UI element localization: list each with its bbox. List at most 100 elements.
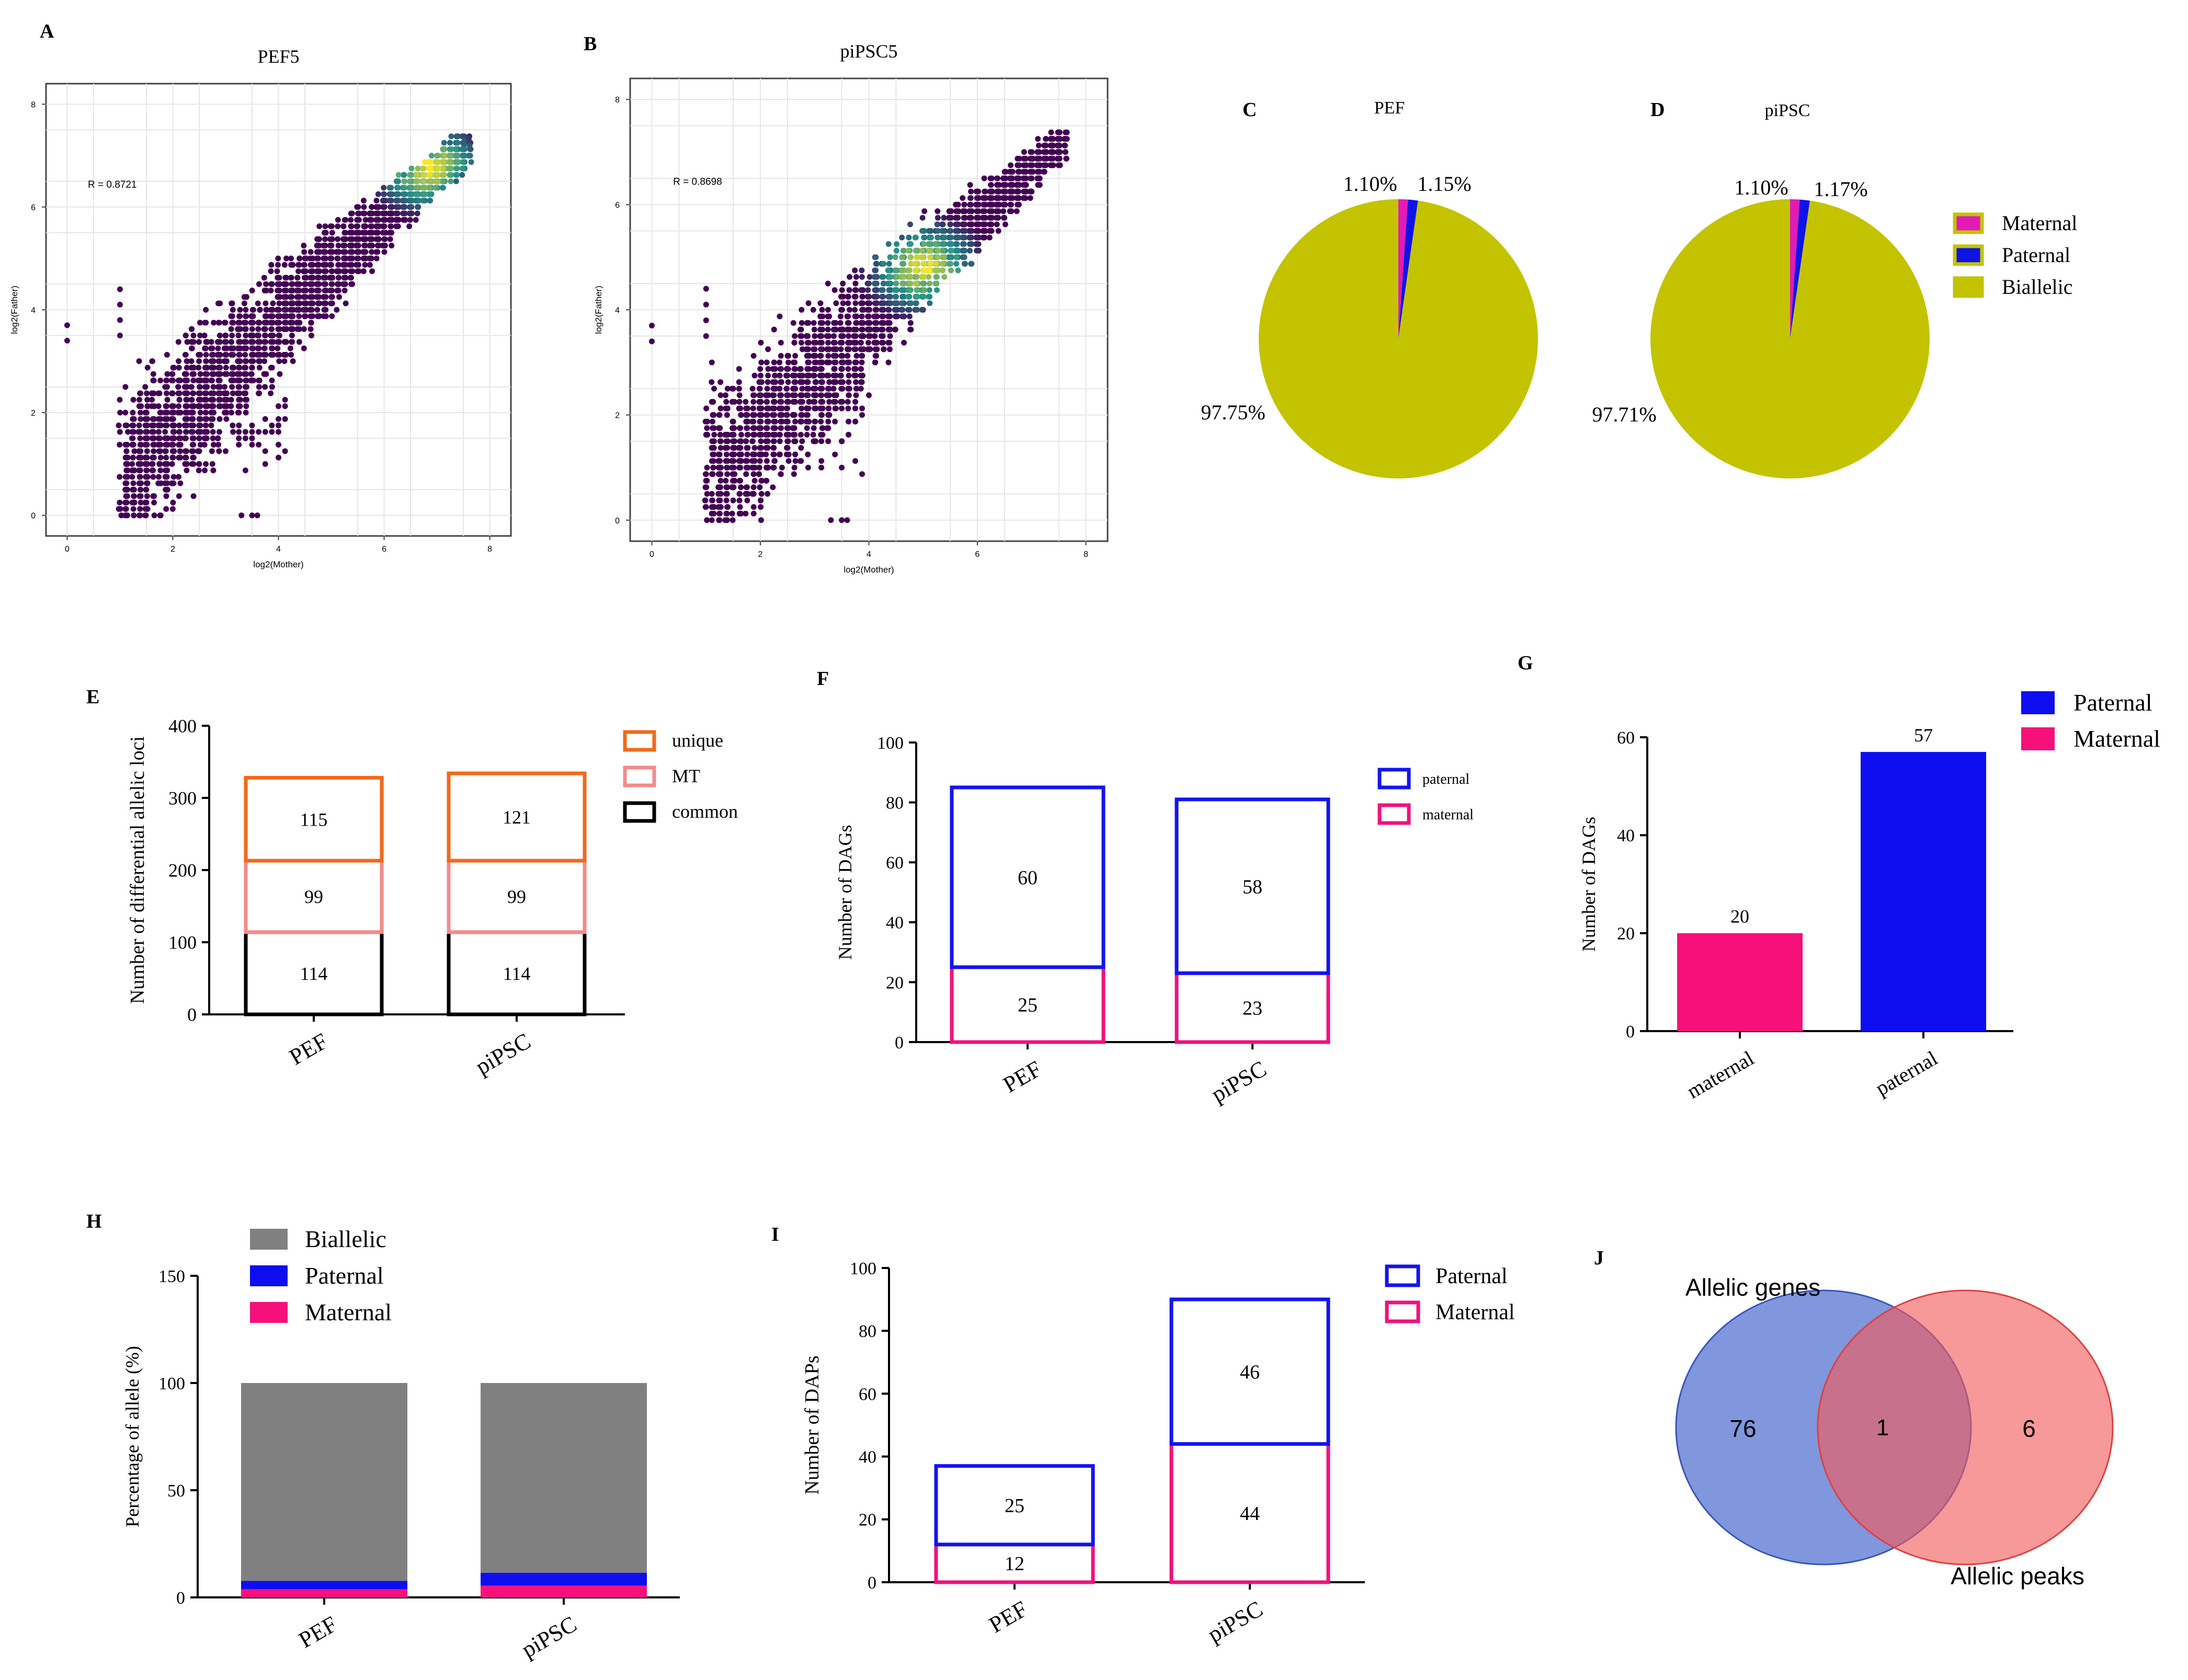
scatter-point bbox=[261, 358, 268, 364]
scatter-point bbox=[190, 454, 197, 461]
scatter-point bbox=[373, 223, 380, 230]
scatter-point bbox=[176, 364, 182, 371]
scatter-point bbox=[327, 261, 334, 268]
scatter-point bbox=[860, 287, 866, 293]
scatter-point bbox=[758, 490, 765, 497]
scatter-point bbox=[771, 451, 777, 458]
scatter-point bbox=[355, 210, 361, 216]
scatter-point bbox=[329, 300, 335, 306]
scatter-point bbox=[819, 425, 826, 431]
scatter-point bbox=[454, 140, 461, 146]
scatter-point bbox=[296, 313, 302, 319]
scatter-point bbox=[731, 484, 737, 490]
scatter-point bbox=[743, 471, 749, 477]
scatter-point bbox=[723, 398, 730, 405]
scatter-point bbox=[853, 392, 859, 398]
scatter-point bbox=[210, 409, 216, 416]
scatter-point bbox=[825, 339, 831, 346]
scatter-point bbox=[730, 438, 736, 444]
scatter-point bbox=[865, 313, 872, 319]
scatter-point bbox=[243, 326, 249, 332]
scatter-point bbox=[144, 416, 151, 422]
scatter-point bbox=[235, 384, 242, 390]
scatter-point bbox=[771, 464, 777, 471]
scatter-point bbox=[1002, 169, 1008, 175]
scatter-point bbox=[242, 339, 248, 345]
scatter-point bbox=[851, 333, 857, 339]
scatter-point bbox=[322, 281, 328, 287]
scatter-point bbox=[1063, 129, 1069, 135]
scatter-point bbox=[757, 451, 763, 458]
scatter-point bbox=[222, 403, 229, 409]
scatter-point bbox=[354, 236, 360, 242]
scatter-point bbox=[831, 339, 837, 346]
scatter-point bbox=[123, 499, 129, 506]
panel-letter-i: I bbox=[771, 1224, 779, 1245]
scatter-point bbox=[236, 403, 242, 409]
scatter-point bbox=[1036, 162, 1042, 168]
scatter-point bbox=[170, 364, 177, 371]
scatter-point bbox=[872, 339, 878, 346]
scatter-point bbox=[393, 178, 400, 185]
scatter-point bbox=[784, 425, 790, 431]
scatter-point bbox=[283, 313, 289, 319]
scatter-point bbox=[736, 497, 743, 504]
scatter-point bbox=[805, 346, 811, 352]
scatter-point bbox=[805, 320, 812, 326]
scatter-point bbox=[1035, 149, 1042, 155]
scatter-point bbox=[347, 275, 354, 281]
scatter-point bbox=[744, 464, 750, 471]
scatter-point bbox=[408, 204, 415, 210]
scatter-point bbox=[151, 499, 157, 506]
scatter-point bbox=[995, 228, 1001, 234]
scatter-point bbox=[209, 364, 215, 371]
scatter-point bbox=[1062, 142, 1068, 148]
scatter-point bbox=[188, 326, 195, 332]
scatter-point bbox=[825, 320, 831, 326]
scatter-point bbox=[763, 359, 770, 365]
scatter-point bbox=[289, 339, 295, 345]
scatter-point bbox=[151, 454, 157, 461]
scatter-point bbox=[117, 442, 123, 448]
scatter-point bbox=[731, 425, 737, 431]
scatter-point bbox=[1000, 208, 1007, 214]
scatter-point bbox=[169, 435, 176, 441]
scatter-point bbox=[289, 333, 295, 339]
scatter-point bbox=[388, 223, 394, 230]
scatter-point bbox=[256, 384, 262, 390]
scatter-point bbox=[758, 418, 764, 425]
scatter-point bbox=[136, 422, 142, 429]
scatter-point bbox=[839, 405, 845, 412]
scatter-point bbox=[811, 372, 817, 379]
scatter-point bbox=[1008, 175, 1015, 181]
scatter-point bbox=[216, 429, 222, 435]
scatter-point bbox=[415, 165, 421, 172]
scatter-point bbox=[1008, 182, 1014, 188]
scatter-point bbox=[935, 215, 941, 221]
panel-letter-a: A bbox=[40, 20, 54, 42]
scatter-point bbox=[256, 364, 263, 371]
scatter-point bbox=[819, 313, 826, 319]
scatter-point bbox=[362, 216, 369, 223]
scatter-point bbox=[335, 236, 341, 242]
scatter-point bbox=[982, 215, 988, 221]
scatter-point bbox=[729, 510, 735, 517]
scatter-point bbox=[783, 451, 790, 458]
scatter-point bbox=[468, 159, 474, 165]
scatter-point bbox=[1001, 175, 1008, 181]
scatter-point bbox=[348, 223, 354, 230]
scatter-point bbox=[1002, 188, 1009, 195]
scatter-point bbox=[321, 275, 327, 281]
scatter-point bbox=[703, 405, 710, 412]
scatter-point bbox=[116, 506, 122, 512]
scatter-point bbox=[229, 364, 235, 371]
scatter-point bbox=[236, 409, 242, 416]
scatter-point bbox=[710, 464, 716, 471]
scatter-point bbox=[982, 188, 988, 195]
scatter-point bbox=[269, 429, 275, 435]
scatter-point bbox=[130, 487, 136, 493]
scatter-point bbox=[804, 392, 810, 398]
scatter-point bbox=[852, 280, 859, 287]
scatter-point bbox=[839, 287, 845, 293]
scatter-point bbox=[1056, 155, 1063, 162]
